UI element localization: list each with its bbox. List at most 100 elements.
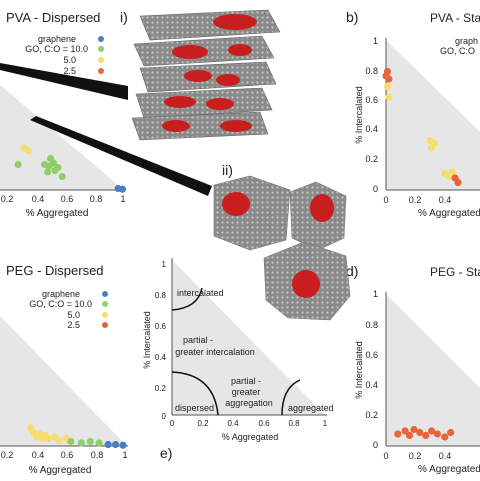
e-boundary-aggregated bbox=[281, 379, 301, 416]
schematic-panel-e: intercalated partial - greater intercala… bbox=[142, 258, 334, 461]
tl-x-ticks: 0.2 0.4 0.6 0.8 1 bbox=[1, 194, 126, 204]
tl-legend-title: graphene bbox=[38, 34, 76, 44]
br-data-point bbox=[416, 428, 424, 437]
tr-y-label: % Intercalated bbox=[354, 86, 364, 144]
bl-triangle bbox=[0, 316, 127, 446]
graphene-sheet bbox=[131, 111, 269, 141]
tl-triangle bbox=[0, 85, 124, 190]
bl-legend-title: graphene bbox=[42, 289, 80, 299]
br-data-point bbox=[447, 428, 455, 437]
e-xtick: 0.6 bbox=[258, 419, 270, 428]
tl-data-point bbox=[14, 160, 22, 169]
callout-wedges bbox=[0, 63, 212, 196]
e-y-label: % Intercalated bbox=[142, 311, 152, 369]
bl-legend-dot-graphene bbox=[102, 291, 108, 297]
callout-wedge-lower bbox=[30, 116, 212, 196]
e-xtick: 0.8 bbox=[288, 419, 300, 428]
oxygen-cluster bbox=[216, 74, 240, 86]
bl-data-point bbox=[44, 434, 53, 443]
stacked-graphene-illustration: i) bbox=[120, 9, 281, 141]
dispersed-graphene-illustration: ii) bbox=[213, 162, 351, 321]
tr-x-ticks: 0 0.2 0.4 bbox=[383, 195, 451, 205]
br-title: PEG - Sta bbox=[430, 265, 480, 279]
tr-scatter bbox=[382, 67, 462, 187]
br-xtick: 0.4 bbox=[439, 451, 452, 461]
tr-ytick: 0 bbox=[373, 184, 378, 194]
oxygen-cluster bbox=[164, 96, 196, 108]
callout-wedge-upper bbox=[0, 63, 128, 100]
tr-data-point bbox=[385, 75, 393, 83]
tr-data-point bbox=[454, 178, 462, 187]
graphene-flake bbox=[213, 175, 291, 251]
panel-bottom-left: PEG - Dispersed graphene GO, C:O = 10.0 … bbox=[0, 263, 128, 476]
e-triangle bbox=[172, 260, 325, 415]
bl-data-point bbox=[119, 441, 127, 449]
bl-xtick: 1 bbox=[122, 450, 127, 460]
e-region-partial-agg-2: greater bbox=[232, 387, 261, 397]
tl-title: PVA - Dispersed bbox=[6, 10, 100, 25]
e-ytick: 0.4 bbox=[155, 353, 167, 362]
br-data-point bbox=[441, 433, 449, 441]
br-data-point bbox=[394, 430, 402, 438]
e-region-dispersed: dispersed bbox=[175, 403, 214, 413]
br-data-point bbox=[410, 425, 418, 434]
oxygen-cluster bbox=[162, 120, 190, 132]
oxygen-cluster bbox=[228, 44, 252, 56]
br-data-point bbox=[405, 431, 414, 440]
br-triangle bbox=[386, 294, 480, 446]
br-ytick: 1 bbox=[373, 289, 378, 299]
tl-data-point bbox=[58, 172, 66, 181]
tr-data-point bbox=[385, 93, 393, 101]
bl-legend-item-2: 5.0 bbox=[67, 310, 80, 320]
e-region-intercalated: intercalated bbox=[177, 288, 224, 298]
oxygen-group-clusters bbox=[162, 14, 257, 132]
tl-legend-item-3: 2.5 bbox=[63, 66, 76, 76]
tl-data-point bbox=[24, 147, 33, 155]
e-region-partial-int-2: greater intercalation bbox=[175, 347, 255, 357]
panel-label-b: b) bbox=[346, 9, 358, 25]
tl-legend-dot-graphene bbox=[98, 36, 104, 42]
panel-label-e: e) bbox=[160, 445, 172, 461]
tr-ytick: 0.2 bbox=[365, 154, 378, 164]
oxygen-cluster bbox=[172, 45, 208, 59]
br-xtick: 0.2 bbox=[409, 451, 422, 461]
tl-xtick: 0.6 bbox=[61, 194, 74, 204]
bl-data-point bbox=[95, 439, 103, 447]
e-xtick: 1 bbox=[323, 419, 328, 428]
bl-data-point bbox=[111, 440, 120, 449]
tr-data-point bbox=[427, 144, 436, 152]
br-ytick: 0 bbox=[373, 440, 378, 450]
panel-label-i: i) bbox=[120, 9, 128, 25]
bl-data-point bbox=[55, 436, 63, 444]
br-ytick: 0.6 bbox=[365, 350, 378, 360]
tl-xtick: 1 bbox=[120, 194, 125, 204]
tr-data-point bbox=[383, 82, 392, 91]
oxygen-cluster bbox=[213, 14, 257, 30]
e-region-aggregated: aggregated bbox=[288, 403, 334, 413]
e-xtick: 0.4 bbox=[227, 419, 239, 428]
e-region-partial-int-1: partial - bbox=[183, 335, 213, 345]
e-ytick: 0.8 bbox=[155, 291, 167, 300]
tl-legend-item-2: 5.0 bbox=[63, 55, 76, 65]
tl-legend-dot-5 bbox=[98, 57, 104, 63]
tr-xtick: 0 bbox=[383, 195, 388, 205]
bl-data-point bbox=[104, 440, 112, 449]
e-ytick: 0 bbox=[162, 412, 167, 421]
tl-legend: graphene GO, C:O = 10.0 5.0 2.5 bbox=[25, 34, 104, 76]
panel-label-ii: ii) bbox=[222, 162, 233, 178]
e-region-partial-agg-1: partial - bbox=[231, 376, 261, 386]
oxygen-cluster bbox=[292, 270, 320, 298]
flake-oxygen-clusters bbox=[222, 192, 334, 298]
br-ytick: 0.2 bbox=[365, 410, 378, 420]
bl-legend: graphene GO, C:O = 10.0 5.0 2.5 bbox=[29, 289, 108, 330]
bl-legend-item-1: GO, C:O = 10.0 bbox=[29, 299, 92, 309]
e-boundary-intercalated bbox=[171, 287, 203, 311]
e-x-label: % Aggregated bbox=[222, 432, 279, 442]
tr-legend-title: graph bbox=[455, 36, 478, 46]
tl-data-point bbox=[118, 185, 127, 193]
e-ytick: 0.6 bbox=[155, 322, 167, 331]
bl-data-point bbox=[67, 437, 75, 446]
bl-xtick: 0.6 bbox=[61, 450, 74, 460]
bl-legend-dot-10 bbox=[102, 301, 108, 307]
